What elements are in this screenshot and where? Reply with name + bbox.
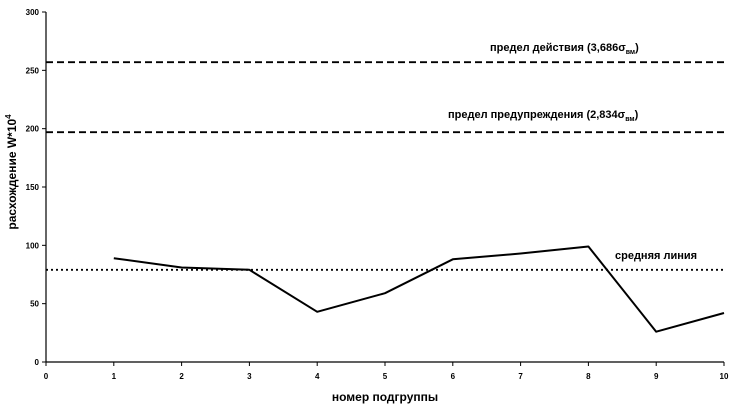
x-tick-label: 7 bbox=[518, 372, 523, 381]
y-axis-title-base: расхождение W*10 bbox=[5, 118, 19, 229]
axes bbox=[45, 12, 724, 363]
x-tick-label: 4 bbox=[315, 372, 320, 381]
y-tick-label: 50 bbox=[30, 300, 39, 309]
y-tick-label: 100 bbox=[26, 241, 40, 250]
y-tick-label: 200 bbox=[26, 125, 40, 134]
x-tick-label: 9 bbox=[654, 372, 659, 381]
reference-line-label: средняя линия bbox=[615, 250, 697, 262]
y-tick-label: 150 bbox=[26, 183, 40, 192]
y-tick-label: 300 bbox=[26, 8, 40, 17]
x-tick-label: 8 bbox=[586, 372, 591, 381]
x-tick-label: 5 bbox=[383, 372, 388, 381]
x-tick-label: 0 bbox=[44, 372, 49, 381]
y-ticks: 0 50 100 150 200 250 300 bbox=[26, 8, 46, 367]
y-tick-label: 250 bbox=[26, 66, 40, 75]
x-tick-label: 1 bbox=[112, 372, 117, 381]
series bbox=[113, 245, 725, 333]
x-ticks: 0 1 2 3 4 5 6 7 8 9 10 bbox=[44, 362, 729, 381]
x-tick-label: 10 bbox=[720, 372, 729, 381]
x-tick-label: 6 bbox=[451, 372, 456, 381]
label-sigma-subscript: вм bbox=[625, 116, 634, 123]
label-suffix: ) bbox=[635, 42, 639, 54]
x-axis-title: номер подгруппы bbox=[332, 390, 438, 404]
label-suffix: ) bbox=[635, 109, 639, 121]
label-sigma: σ bbox=[618, 42, 626, 54]
label-prefix: предел действия (3,686 bbox=[490, 42, 618, 54]
reference-lines: предел действия (3,686σвм)предел предупр… bbox=[46, 42, 724, 271]
x-tick-label: 2 bbox=[179, 372, 184, 381]
x-tick-label: 3 bbox=[247, 372, 252, 381]
y-axis-title-exponent: 4 bbox=[4, 114, 13, 119]
label-prefix: предел предупреждения (2,834 bbox=[448, 109, 619, 121]
series-line bbox=[113, 245, 725, 333]
label-sigma-subscript: вм bbox=[626, 49, 635, 56]
label-sigma: σ bbox=[618, 109, 626, 121]
reference-line-label: предел предупреждения (2,834σвм) bbox=[448, 109, 639, 123]
reference-line-label: предел действия (3,686σвм) bbox=[490, 42, 639, 56]
y-tick-label: 0 bbox=[35, 358, 40, 367]
y-axis-title: расхождение W*104 bbox=[4, 114, 19, 230]
